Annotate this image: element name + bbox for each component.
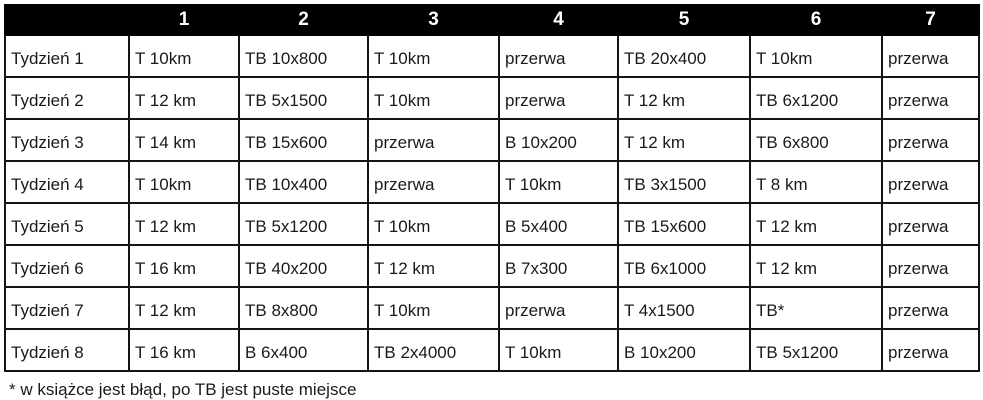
header-corner-cell [4, 4, 130, 36]
schedule-cell: TB 20x400 [617, 34, 751, 78]
schedule-cell: T 16 km [128, 244, 240, 288]
schedule-cell: T 10km [367, 34, 500, 78]
header-day-cell: 6 [749, 4, 883, 36]
header-day-cell: 3 [367, 4, 500, 36]
schedule-cell: T 12 km [367, 244, 500, 288]
header-day-cell: 2 [238, 4, 369, 36]
header-day-cell: 7 [881, 4, 980, 36]
schedule-cell: B 6x400 [238, 328, 369, 372]
schedule-cell: B 5x400 [498, 202, 619, 246]
schedule-cell: T 10km [749, 34, 883, 78]
schedule-cell: T 12 km [128, 286, 240, 330]
header-day-cell: 1 [128, 4, 240, 36]
schedule-cell: B 10x200 [617, 328, 751, 372]
schedule-cell: B 7x300 [498, 244, 619, 288]
schedule-cell: przerwa [881, 286, 980, 330]
schedule-cell: T 10km [367, 202, 500, 246]
schedule-cell: przerwa [498, 286, 619, 330]
schedule-cell: T 8 km [749, 160, 883, 204]
schedule-cell: T 10km [498, 160, 619, 204]
schedule-cell: przerwa [881, 244, 980, 288]
schedule-cell: T 10km [367, 76, 500, 120]
schedule-cell: T 12 km [749, 202, 883, 246]
schedule-cell: TB 8x800 [238, 286, 369, 330]
schedule-cell: T 12 km [617, 76, 751, 120]
schedule-cell: TB 40x200 [238, 244, 369, 288]
schedule-cell: przerwa [881, 76, 980, 120]
schedule-cell: TB 6x1200 [749, 76, 883, 120]
week-label: Tydzień 5 [4, 202, 130, 246]
week-label: Tydzień 4 [4, 160, 130, 204]
week-label: Tydzień 2 [4, 76, 130, 120]
schedule-cell: T 4x1500 [617, 286, 751, 330]
schedule-cell: T 10km [367, 286, 500, 330]
week-label: Tydzień 7 [4, 286, 130, 330]
week-label: Tydzień 1 [4, 34, 130, 78]
schedule-cell: przerwa [367, 118, 500, 162]
schedule-cell: T 10km [128, 160, 240, 204]
header-day-cell: 4 [498, 4, 619, 36]
schedule-cell: TB 5x1200 [238, 202, 369, 246]
schedule-cell: przerwa [881, 202, 980, 246]
schedule-cell: T 16 km [128, 328, 240, 372]
week-label: Tydzień 8 [4, 328, 130, 372]
schedule-cell: przerwa [881, 328, 980, 372]
schedule-cell: T 12 km [128, 76, 240, 120]
schedule-cell: przerwa [498, 34, 619, 78]
week-label: Tydzień 3 [4, 118, 130, 162]
schedule-cell: B 10x200 [498, 118, 619, 162]
schedule-cell: T 12 km [749, 244, 883, 288]
schedule-cell: TB 5x1200 [749, 328, 883, 372]
footnote: * w książce jest błąd, po TB jest puste … [9, 380, 357, 399]
schedule-cell: TB 15x600 [238, 118, 369, 162]
schedule-cell: T 12 km [617, 118, 751, 162]
schedule-cell: T 12 km [128, 202, 240, 246]
schedule-cell: TB 2x4000 [367, 328, 500, 372]
schedule-cell: TB 5x1500 [238, 76, 369, 120]
schedule-cell: T 14 km [128, 118, 240, 162]
schedule-cell: TB 10x800 [238, 34, 369, 78]
schedule-cell: TB 3x1500 [617, 160, 751, 204]
schedule-cell: T 10km [128, 34, 240, 78]
schedule-cell: TB 10x400 [238, 160, 369, 204]
schedule-cell: TB 6x800 [749, 118, 883, 162]
schedule-cell: TB* [749, 286, 883, 330]
schedule-cell: przerwa [881, 34, 980, 78]
schedule-cell: przerwa [367, 160, 500, 204]
schedule-cell: przerwa [498, 76, 619, 120]
schedule-cell: przerwa [881, 118, 980, 162]
header-day-cell: 5 [617, 4, 751, 36]
schedule-cell: przerwa [881, 160, 980, 204]
schedule-cell: TB 6x1000 [617, 244, 751, 288]
schedule-cell: TB 15x600 [617, 202, 751, 246]
week-label: Tydzień 6 [4, 244, 130, 288]
schedule-cell: T 10km [498, 328, 619, 372]
